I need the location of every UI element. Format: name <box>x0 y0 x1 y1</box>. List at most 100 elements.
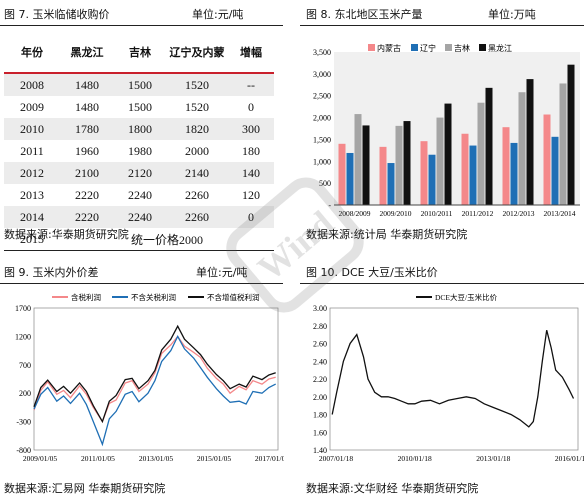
legend-label: 不含关税利润 <box>131 292 176 302</box>
y-tick-label: 700 <box>19 361 31 370</box>
panel-output-chart: 图 8. 东北地区玉米产量 单位:万吨 - 500 1,000 1,500 2,000 2… <box>300 0 586 246</box>
legend-swatch <box>411 44 418 51</box>
y-tick-label: -300 <box>16 418 31 427</box>
title-rule <box>0 25 283 26</box>
y-tick-label: - <box>328 201 331 210</box>
bar <box>436 117 444 205</box>
y-tick-label: 2.40 <box>313 357 327 366</box>
table-row: 2010 1780 1800 1820 300 <box>4 118 274 140</box>
legend-label: 含税利润 <box>71 292 101 302</box>
bar <box>518 92 526 205</box>
series-line <box>33 334 276 447</box>
bar <box>403 121 411 205</box>
series-line <box>33 335 276 424</box>
table-cell: 1520 <box>185 99 209 114</box>
table-cell: 1820 <box>166 118 228 140</box>
series-line <box>331 330 575 428</box>
bar <box>526 79 534 205</box>
x-tick-label: 2009/01/05 <box>23 454 57 463</box>
table-row: 2014 2220 2240 2260 0 <box>4 206 274 228</box>
table-row: 2015 统一价格2000 <box>4 228 274 251</box>
x-tick-label: 2017/01/05 <box>255 454 284 463</box>
y-tick-label: 2,500 <box>313 92 331 101</box>
table-header-cell: 年份 <box>4 32 60 74</box>
table-header-cell: 黑龙江 <box>60 32 114 74</box>
y-tick-label: 2.00 <box>313 393 327 402</box>
y-tick-label: 200 <box>19 389 31 398</box>
bar <box>502 127 510 205</box>
bar <box>379 146 387 205</box>
table-cell: 300 <box>228 118 274 140</box>
table-header-cell: 吉林 <box>114 32 166 74</box>
table-cell: 1980 <box>128 143 152 158</box>
panel-unit: 单位:元/吨 <box>196 266 248 279</box>
y-tick-label: 2.20 <box>313 375 327 384</box>
y-tick-label: 1,500 <box>313 135 331 144</box>
legend-swatch <box>445 44 452 51</box>
table-cell: 2012 <box>4 162 60 184</box>
table-cell: 2008 <box>4 73 60 96</box>
y-tick-label: 3.00 <box>313 304 327 313</box>
legend-swatch <box>479 44 486 51</box>
bar <box>461 133 469 205</box>
table-cell: 2260 <box>185 187 209 202</box>
table-cell: 1500 <box>114 73 166 96</box>
legend-label: 辽宁 <box>420 43 436 53</box>
x-tick-label: 2013/01/18 <box>476 454 510 463</box>
x-tick-label: 2011/2012 <box>462 209 494 218</box>
table-cell: 2240 <box>114 206 166 228</box>
bar <box>543 114 551 205</box>
price-table: 年份 黑龙江 吉林 辽宁及内蒙 增幅 2008 1480 1500 1520 -- 20… <box>4 32 274 251</box>
bar <box>444 103 452 205</box>
table-cell: 1960 <box>75 143 99 158</box>
bar <box>428 154 436 205</box>
panel-price-table: 图 7. 玉米临储收购价 单位:元/吨 年份 黑龙江 吉林 辽宁及内蒙 增幅 2… <box>0 0 286 251</box>
x-tick-label: 2015/01/05 <box>197 454 231 463</box>
table-cell: -- <box>228 73 274 96</box>
table-cell: 1480 <box>75 99 99 114</box>
plot-area <box>334 52 580 205</box>
bar <box>395 125 403 205</box>
y-tick-label: 2,000 <box>313 114 331 123</box>
table-row: 2008 1480 1500 1520 -- <box>4 73 274 96</box>
table-cell: 2120 <box>114 162 166 184</box>
panel-unit: 单位:元/吨 <box>192 8 244 21</box>
title-rule <box>0 283 283 284</box>
bar <box>362 125 370 205</box>
panel-spread-chart: 图 9. 玉米内外价差 单位:元/吨 -800 -300 200 700 1200 170… <box>0 258 286 498</box>
bar-chart: - 500 1,000 1,500 2,000 2,500 3,000 3,500 2008/2… <box>313 43 580 218</box>
table-cell: 0 <box>228 206 274 228</box>
table-cell: 2220 <box>60 206 114 228</box>
panel-source: 数据来源:文华财经 华泰期货研究院 <box>306 482 479 495</box>
table-cell: 1520 <box>166 73 228 96</box>
x-tick-label: 2010/2011 <box>421 209 453 218</box>
table-cell: 0 <box>248 99 254 114</box>
series-line <box>33 324 276 424</box>
table-row: 2011 1960 1980 2000 180 <box>4 140 274 162</box>
bar <box>387 163 395 205</box>
table-row: 2012 2100 2120 2140 140 <box>4 162 274 184</box>
x-tick-label: 2016/01/18 <box>555 454 584 463</box>
bar <box>338 143 346 205</box>
y-tick-label: 1200 <box>15 332 31 341</box>
panel-title: 图 7. 玉米临储收购价 <box>4 8 110 21</box>
table-cell: 2013 <box>20 187 44 202</box>
bar <box>559 83 567 205</box>
panel-ratio-chart: 图 10. DCE 大豆/玉米比价 1.40 1.60 1.80 2.00 2.20 2.… <box>300 258 586 498</box>
table-cell: 1800 <box>114 118 166 140</box>
plot-frame <box>329 307 579 451</box>
x-tick-label: 2012/2013 <box>502 209 534 218</box>
title-rule <box>300 25 584 26</box>
table-row: 2013 2220 2240 2260 120 <box>4 184 274 206</box>
x-tick-label: 2013/2014 <box>543 209 575 218</box>
panel-source: 数据来源:华泰期货研究院 <box>4 228 129 241</box>
bar <box>354 114 362 205</box>
table-cell: 2014 <box>4 206 60 228</box>
table-cell: 2240 <box>128 187 152 202</box>
table-merged-cell: 统一价格2000 <box>60 228 274 251</box>
legend-label: 吉林 <box>454 43 470 53</box>
spread-line-chart: -800 -300 200 700 1200 1700 2009/01/05 2011/01/… <box>15 292 284 463</box>
bar <box>551 136 559 205</box>
x-tick-label: 2008/2009 <box>338 209 370 218</box>
table-header-row: 年份 黑龙江 吉林 辽宁及内蒙 增幅 <box>4 32 274 74</box>
